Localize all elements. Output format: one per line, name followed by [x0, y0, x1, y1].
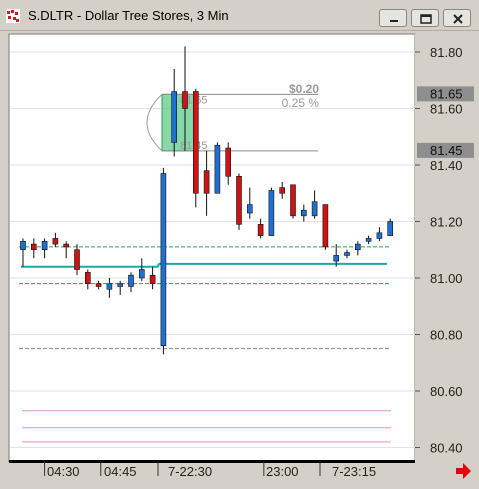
candle-up	[344, 252, 350, 256]
candle-up	[365, 238, 372, 242]
y-tick-label: 80.80	[430, 328, 463, 343]
candle-up	[247, 204, 253, 214]
candle-up	[128, 274, 134, 287]
minimize-button[interactable]	[379, 9, 407, 27]
y-tick-label: 80.40	[430, 441, 463, 456]
y-tick-label: 81.00	[430, 271, 463, 286]
candlestick-app-icon	[6, 9, 20, 23]
candle-down	[52, 238, 59, 245]
candle-up	[139, 269, 145, 279]
close-icon	[453, 14, 463, 24]
title-bar[interactable]: S.DLTR - Dollar Tree Stores, 3 Min	[0, 0, 479, 31]
plot-area	[8, 33, 416, 463]
y-tick-label: 80.60	[430, 384, 463, 399]
candle-down	[74, 249, 80, 270]
x-tick-label: 7-23:15	[332, 464, 376, 479]
candle-down	[279, 187, 286, 194]
close-button[interactable]	[443, 9, 471, 27]
candle-down	[193, 91, 199, 194]
candle-up	[311, 201, 318, 217]
price-flag-label: 81.65	[430, 86, 463, 101]
candle-up	[387, 221, 394, 236]
candle-down	[95, 283, 102, 287]
candle-up	[214, 144, 221, 194]
candle-up	[20, 240, 26, 251]
measure-percent-label: 0.25 %	[282, 96, 320, 110]
minimize-icon	[390, 20, 398, 22]
candle-up	[41, 240, 48, 251]
candle-up	[160, 173, 167, 347]
window-title: S.DLTR - Dollar Tree Stores, 3 Min	[28, 8, 229, 23]
candle-up	[106, 283, 113, 290]
x-axis-panel	[6, 462, 474, 484]
restore-icon	[420, 14, 432, 24]
candle-up	[333, 255, 340, 262]
candle-up	[354, 243, 361, 251]
y-tick-label: 81.40	[430, 158, 463, 173]
time-axis-bar	[9, 460, 415, 463]
x-tick-label: 23:00	[266, 464, 299, 479]
candle-down	[63, 243, 70, 248]
price-flag-label: 81.45	[430, 143, 463, 158]
candle-up	[117, 283, 123, 287]
candle-up	[268, 190, 275, 236]
x-tick-label: 7-22:30	[168, 464, 212, 479]
price-flag	[417, 86, 474, 102]
candle-down	[225, 147, 231, 177]
measure-change-label: $0.20	[289, 82, 319, 96]
x-tick-label: 04:30	[47, 464, 80, 479]
candle-down	[290, 184, 296, 217]
y-tick-label: 81.80	[430, 45, 463, 60]
candle-up	[300, 209, 307, 217]
price-flag	[417, 142, 474, 158]
candle-down	[85, 272, 91, 284]
candle-down	[322, 204, 329, 248]
candle-up	[171, 91, 177, 143]
candle-up	[376, 232, 383, 239]
x-tick-label: 04:45	[104, 464, 137, 479]
candle-down	[30, 243, 37, 251]
measure-box	[161, 93, 197, 152]
candle-down	[236, 176, 242, 225]
y-tick-label: 81.20	[430, 215, 463, 230]
measure-arc	[146, 94, 163, 152]
chart-panel: 80.40 80.60 80.80 81.00 81.20 81.40 81.60 81.80…	[6, 32, 474, 484]
y-tick-label: 81.60	[430, 102, 463, 117]
candle-down	[182, 91, 188, 109]
candlestick-chart[interactable]: 80.40 80.60 80.80 81.00 81.20 81.40 81.60 81.80…	[6, 32, 474, 484]
y-axis-panel	[415, 34, 474, 462]
restore-button[interactable]	[411, 9, 439, 27]
candle-down	[149, 274, 156, 284]
candle-down	[257, 224, 264, 236]
candle-down	[203, 170, 210, 194]
scroll-right-arrow-icon[interactable]	[456, 463, 471, 479]
